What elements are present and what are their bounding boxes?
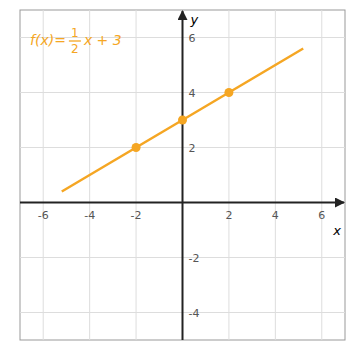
y-tick-label: -4: [189, 307, 200, 320]
y-label: y: [190, 12, 199, 27]
formula-lhs: f(x)=: [30, 32, 66, 48]
function-line: [62, 49, 303, 192]
y-tick-label: -2: [189, 252, 200, 265]
grid-line-x: [136, 10, 137, 340]
y-tick-label: 2: [189, 142, 196, 155]
y-axis: [182, 11, 184, 340]
x-tick-label: -2: [131, 209, 142, 222]
point: [132, 143, 141, 152]
x-tick-label: 2: [225, 209, 232, 222]
fraction-bar: [69, 40, 81, 41]
formula-numerator: 1: [71, 26, 79, 40]
grid-line-x: [321, 10, 322, 340]
x-tick-label: -6: [38, 209, 49, 222]
point: [224, 88, 233, 97]
grid-line-x: [228, 10, 229, 340]
x-label: x: [332, 223, 341, 238]
y-tick-label: 6: [189, 32, 196, 45]
formula-denominator: 2: [71, 42, 79, 56]
y-tick-label: 4: [189, 87, 196, 100]
x-tick-label: 6: [318, 209, 325, 222]
x-tick-label: -4: [84, 209, 95, 222]
chart: -6-4-2246-4-2246xyf(x)=12x + 3: [0, 0, 355, 350]
x-tick-label: 4: [272, 209, 279, 222]
point: [178, 116, 187, 125]
grid-line-x: [43, 10, 44, 340]
plot-area: [62, 49, 303, 192]
formula-rhs: x + 3: [83, 32, 122, 48]
plot-frame: [20, 10, 345, 340]
grid-line-x: [275, 10, 276, 340]
